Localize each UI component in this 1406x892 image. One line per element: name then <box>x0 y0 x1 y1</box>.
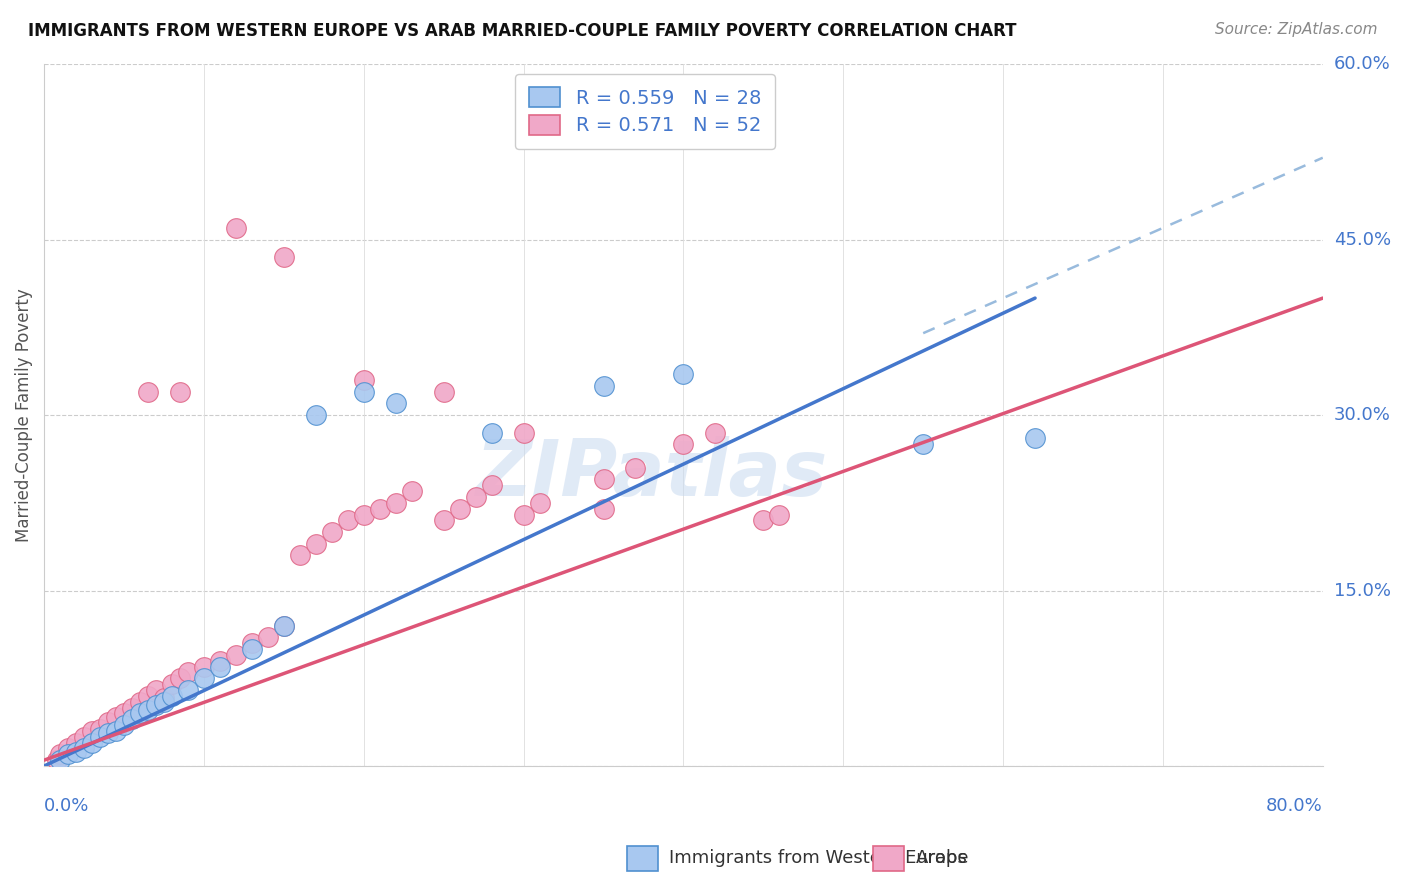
Point <box>592 379 614 393</box>
Point <box>80 723 103 738</box>
Point <box>273 618 295 632</box>
Text: Immigrants from Western Europe: Immigrants from Western Europe <box>669 849 969 867</box>
Point <box>97 714 120 729</box>
Point <box>368 501 391 516</box>
Point <box>136 689 159 703</box>
Point <box>240 636 263 650</box>
Point <box>273 250 295 264</box>
Point <box>433 384 456 399</box>
Point <box>433 513 456 527</box>
Point <box>160 689 183 703</box>
Point <box>169 671 191 685</box>
Point <box>353 508 375 522</box>
Point <box>481 478 503 492</box>
Point <box>384 396 406 410</box>
Point <box>225 221 247 235</box>
Point <box>257 630 280 644</box>
Point <box>752 513 775 527</box>
Point <box>105 723 128 738</box>
Point <box>208 654 231 668</box>
Point <box>73 741 96 756</box>
Point <box>512 508 534 522</box>
Point <box>912 437 935 451</box>
Point <box>56 747 79 762</box>
Point <box>529 496 551 510</box>
Point <box>129 706 152 721</box>
Point <box>65 745 87 759</box>
Point <box>160 677 183 691</box>
Point <box>384 496 406 510</box>
Point <box>240 642 263 657</box>
Point <box>49 747 72 762</box>
Point <box>56 741 79 756</box>
Point <box>672 437 695 451</box>
Point <box>305 408 328 422</box>
Point <box>592 472 614 486</box>
Text: 0.0%: 0.0% <box>44 797 90 814</box>
Point <box>112 718 135 732</box>
Point <box>177 683 200 698</box>
Text: IMMIGRANTS FROM WESTERN EUROPE VS ARAB MARRIED-COUPLE FAMILY POVERTY CORRELATION: IMMIGRANTS FROM WESTERN EUROPE VS ARAB M… <box>28 22 1017 40</box>
Point <box>401 484 423 499</box>
Point <box>624 460 647 475</box>
Text: ZIPatlas: ZIPatlas <box>475 435 828 511</box>
Point <box>153 691 176 706</box>
Point <box>1024 432 1046 446</box>
Point <box>80 736 103 750</box>
Point <box>121 712 143 726</box>
Point <box>464 490 486 504</box>
Point <box>73 730 96 744</box>
Point <box>193 671 215 685</box>
Point <box>321 524 343 539</box>
Point <box>449 501 471 516</box>
Text: 45.0%: 45.0% <box>1334 231 1391 249</box>
Text: 60.0%: 60.0% <box>1334 55 1391 73</box>
Point <box>136 703 159 717</box>
Point <box>121 700 143 714</box>
Point <box>49 753 72 767</box>
Text: 80.0%: 80.0% <box>1265 797 1323 814</box>
Point <box>225 648 247 662</box>
Point <box>65 736 87 750</box>
Point <box>353 384 375 399</box>
Text: Arabs: Arabs <box>915 849 967 867</box>
Legend: R = 0.559   N = 28, R = 0.571   N = 52: R = 0.559 N = 28, R = 0.571 N = 52 <box>516 74 775 149</box>
Point <box>145 683 167 698</box>
Point <box>89 730 111 744</box>
Text: Source: ZipAtlas.com: Source: ZipAtlas.com <box>1215 22 1378 37</box>
Point <box>153 695 176 709</box>
Point <box>273 618 295 632</box>
Point <box>512 425 534 440</box>
Text: 15.0%: 15.0% <box>1334 582 1391 599</box>
Point <box>136 384 159 399</box>
Point <box>97 726 120 740</box>
Point <box>336 513 359 527</box>
Point <box>353 373 375 387</box>
Point <box>672 367 695 381</box>
Point <box>177 665 200 680</box>
Point <box>169 384 191 399</box>
Point <box>704 425 727 440</box>
Point <box>768 508 790 522</box>
Point <box>105 710 128 724</box>
Text: 30.0%: 30.0% <box>1334 406 1391 424</box>
Point <box>305 537 328 551</box>
Y-axis label: Married-Couple Family Poverty: Married-Couple Family Poverty <box>15 288 32 542</box>
Point <box>129 695 152 709</box>
Point <box>592 501 614 516</box>
Point <box>193 659 215 673</box>
Point <box>208 659 231 673</box>
Point <box>112 706 135 721</box>
Point <box>89 722 111 736</box>
Point <box>145 698 167 713</box>
Point <box>45 753 67 767</box>
Point <box>288 549 311 563</box>
Point <box>481 425 503 440</box>
